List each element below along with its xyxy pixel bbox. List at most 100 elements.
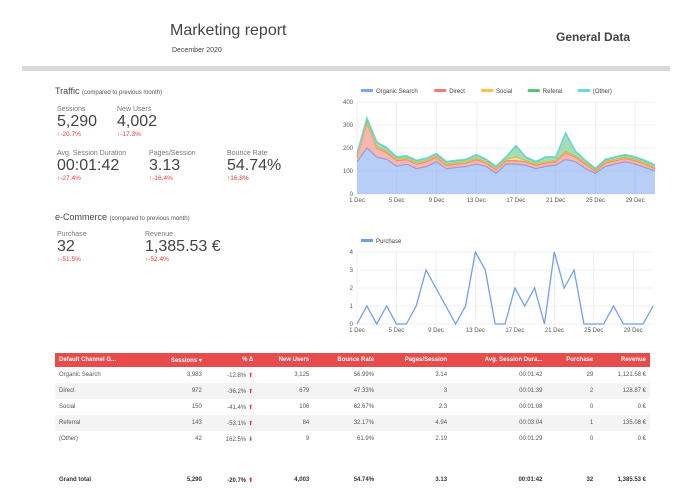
delta-value: -20.7% bbox=[227, 477, 247, 484]
col-pages-session[interactable]: Pages/Session bbox=[378, 353, 452, 367]
cell-purchase: 2 bbox=[546, 383, 598, 399]
cell-purchase: 32 bbox=[586, 477, 594, 483]
traffic-area-chart: Organic Search Direct Social Referal (Other)… bbox=[343, 89, 656, 204]
cell-revenue: 1,121.58 € bbox=[617, 372, 646, 378]
y-tick-label: 3 bbox=[350, 268, 354, 274]
table-row: Social 150 -41.4% ⬆ 106 62.67% 2.3 00:01:08 0 0 € bbox=[55, 399, 650, 415]
cell-new-users: 3,125 bbox=[294, 372, 310, 378]
cell-channel: Direct bbox=[55, 383, 150, 399]
cell-new-users: 9 bbox=[305, 436, 310, 442]
legend-label: Purchase bbox=[376, 239, 402, 245]
y-tick-label: 200 bbox=[343, 146, 354, 152]
legend-label: Direct bbox=[449, 89, 465, 95]
ecommerce-section-title: e-Commerce (compared to previous month) bbox=[55, 212, 190, 222]
col-sessions[interactable]: Sessions ▾ bbox=[149, 353, 206, 367]
arrow-up-icon: ⬆ bbox=[248, 372, 254, 379]
cell-bounce: 47.33% bbox=[313, 383, 379, 399]
y-tick-label: 100 bbox=[343, 169, 354, 175]
traffic-section-title: Traffic (compared to previous month) bbox=[55, 86, 163, 96]
x-tick-label: 5 Dec bbox=[389, 328, 405, 334]
cell-delta: 162.5% ⬇ bbox=[206, 431, 257, 447]
cell-purchase: 0 bbox=[589, 436, 594, 442]
x-tick-label: 17 Dec bbox=[506, 198, 525, 204]
cell-duration: 00:01:29 bbox=[519, 436, 543, 442]
x-tick-label: 9 Dec bbox=[429, 198, 445, 204]
channel-table: Default Channel G... Sessions ▾ % Δ New … bbox=[55, 353, 650, 489]
cell-delta: -36.2% ⬆ bbox=[205, 383, 258, 399]
cell-duration: 00:03:04 bbox=[451, 415, 547, 431]
cell-new-users: 679 bbox=[257, 383, 314, 399]
delta-value: -41.4% bbox=[227, 404, 247, 411]
cell-pages: 3.13 bbox=[435, 477, 448, 483]
table-row: Direct 972 -36.2% ⬆ 679 47.33% 3 00:01:39 2 128.8… bbox=[55, 383, 650, 399]
legend-label: Organic Search bbox=[376, 89, 418, 95]
arrow-up-icon: ⬆ bbox=[248, 477, 254, 484]
col-delta[interactable]: % Δ bbox=[205, 353, 258, 367]
x-tick-label: 29 Dec bbox=[626, 198, 645, 204]
cell-purchase: 0 bbox=[589, 404, 594, 410]
x-tick-label: 1 Dec bbox=[349, 328, 365, 334]
cell-channel: (Other) bbox=[59, 436, 79, 442]
cell-channel: Organic Search bbox=[59, 372, 101, 378]
cell-purchase: 29 bbox=[586, 372, 594, 378]
general-data-title: General Data bbox=[556, 30, 631, 44]
col-channel[interactable]: Default Channel G... bbox=[55, 353, 150, 367]
cell-sessions: 972 bbox=[149, 383, 206, 399]
kpi-new-users: New Users 4,002 -17.3% bbox=[117, 106, 157, 138]
col-revenue[interactable]: Revenue bbox=[597, 353, 650, 367]
cell-delta: -41.4% ⬆ bbox=[206, 399, 257, 415]
col-bounce-rate[interactable]: Bounce Rate bbox=[313, 353, 379, 367]
y-tick-label: 1 bbox=[350, 304, 354, 310]
area-organic-search bbox=[357, 148, 655, 194]
cell-duration: 00:01:42 bbox=[518, 477, 543, 483]
kpi-sessions: Sessions 5,290 -20.7% bbox=[57, 106, 97, 138]
x-tick-label: 5 Dec bbox=[389, 198, 405, 204]
header-divider bbox=[22, 66, 670, 71]
table-header-row: Default Channel G... Sessions ▾ % Δ New … bbox=[55, 353, 650, 367]
col-avg-duration[interactable]: Avg. Session Dura... bbox=[451, 353, 547, 367]
legend-label: Referal bbox=[543, 89, 562, 95]
legend-label: Social bbox=[496, 89, 512, 95]
y-tick-label: 0 bbox=[350, 192, 354, 198]
purchase-line-chart: Purchase 0 1 2 3 4 1 Dec 5 Dec 9 Dec 13 Dec 17 Dec… bbox=[349, 239, 654, 334]
cell-delta: -12.8% ⬆ bbox=[206, 367, 257, 383]
y-tick-label: 0 bbox=[350, 322, 354, 328]
cell-delta: -53.1% ⬆ bbox=[205, 415, 258, 431]
cell-duration: 00:01:42 bbox=[519, 372, 543, 378]
col-purchase[interactable]: Purchase bbox=[546, 353, 598, 367]
cell-revenue: 1,385.53 € bbox=[617, 477, 646, 483]
col-new-users[interactable]: New Users bbox=[257, 353, 314, 367]
cell-channel: Social bbox=[59, 404, 76, 410]
legend-swatch bbox=[577, 89, 590, 92]
x-tick-label: 25 Dec bbox=[584, 328, 603, 334]
cell-sessions: 5,290 bbox=[186, 477, 202, 483]
cell-pages: 2.19 bbox=[435, 436, 448, 442]
x-tick-label: 13 Dec bbox=[467, 198, 486, 204]
kpi-bounce-rate: Bounce Rate 54.74% 16.8% bbox=[227, 150, 281, 182]
y-tick-label: 2 bbox=[350, 286, 354, 292]
cell-new-users: 84 bbox=[257, 415, 314, 431]
table-row: (Other) 42 162.5% ⬇ 9 61.9% 2.19 00:01:29 0 0 € bbox=[55, 431, 650, 447]
table-total-row: Grand total 5,290 -20.7% ⬆ 4,003 54.74% 3.13 00… bbox=[55, 471, 650, 489]
legend-label: (Other) bbox=[593, 89, 612, 95]
arrow-up-icon: ⬆ bbox=[248, 420, 254, 427]
cell-bounce: 56.99% bbox=[353, 372, 375, 378]
report-title: Marketing report bbox=[170, 22, 287, 39]
cell-sessions: 143 bbox=[149, 415, 206, 431]
arrow-up-icon: ⬆ bbox=[248, 388, 254, 395]
x-tick-label: 1 Dec bbox=[349, 198, 365, 204]
table-row: Referral 143 -53.1% ⬆ 84 32.17% 4.94 00:03:04 1 1… bbox=[55, 415, 650, 431]
cell-bounce: 62.67% bbox=[353, 404, 375, 410]
legend-swatch bbox=[361, 239, 373, 242]
cell-purchase: 1 bbox=[546, 415, 598, 431]
delta-value: 162.5% bbox=[225, 436, 247, 443]
kpi-revenue: Revenue 1,385.53 € -52.4% bbox=[145, 231, 221, 263]
cell-sessions: 42 bbox=[195, 436, 202, 442]
x-tick-label: 29 Dec bbox=[624, 328, 643, 334]
x-tick-label: 13 Dec bbox=[466, 328, 485, 334]
cell-channel: Referral bbox=[55, 415, 150, 431]
cell-bounce: 32.17% bbox=[313, 415, 379, 431]
legend-swatch bbox=[434, 89, 447, 92]
cell-new-users: 4,003 bbox=[294, 477, 310, 483]
cell-revenue: 0 € bbox=[637, 404, 646, 410]
